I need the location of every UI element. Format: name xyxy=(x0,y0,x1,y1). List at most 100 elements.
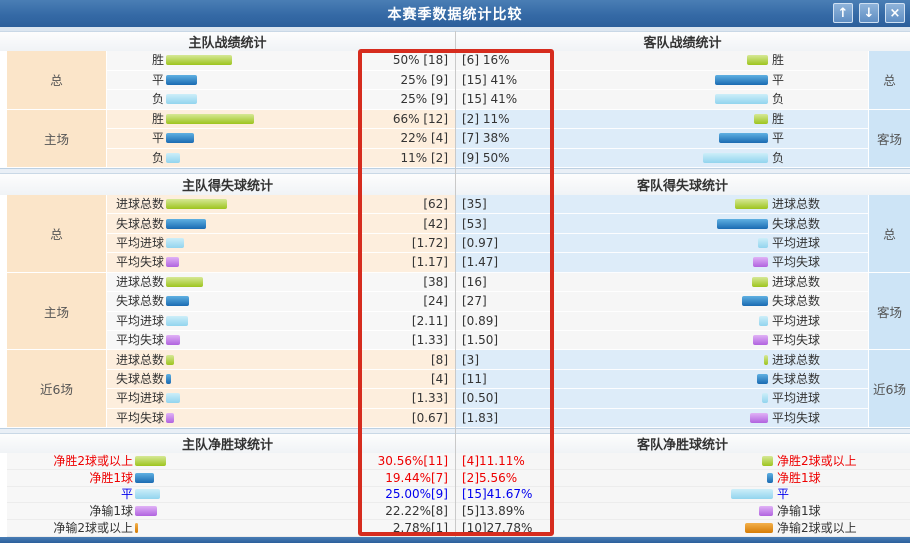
stat-value: [38] xyxy=(423,274,448,289)
blue-stat-bar xyxy=(166,74,197,85)
sky-stat-bar xyxy=(759,315,768,326)
green-stat-bar xyxy=(166,276,203,287)
group-label: 总 xyxy=(7,195,107,273)
stat-value: [1.17] xyxy=(411,255,448,270)
stat-value: [4] xyxy=(431,372,448,386)
close-icon: × xyxy=(889,5,901,21)
stat-row: 负 25% [9] xyxy=(107,90,455,110)
blue-stat-bar xyxy=(757,374,768,384)
green-stat-bar xyxy=(735,199,768,210)
blue-stat-bar xyxy=(742,296,768,307)
scroll-up-button[interactable]: ↑ xyxy=(833,3,853,23)
stat-row: [35] 进球总数 xyxy=(455,195,868,215)
blue-stat-bar xyxy=(135,472,154,483)
purple-stat-bar xyxy=(753,257,768,268)
stat-row: 平均失球 [1.33] xyxy=(107,330,455,351)
stat-value: [1.72] xyxy=(411,236,448,251)
green-stat-bar xyxy=(166,199,227,210)
stat-label: 失球总数 xyxy=(115,372,164,386)
group-label: 近6场 xyxy=(868,350,910,429)
home-group-column: 总主场 近6场 xyxy=(7,195,107,429)
stat-label: 平 xyxy=(777,487,790,502)
stat-row: [53] 失球总数 xyxy=(455,214,868,234)
stat-label: 胜 xyxy=(772,53,785,68)
stat-label: 失球总数 xyxy=(115,294,164,309)
stat-value: [0.97] xyxy=(462,236,499,251)
stat-value: [5]13.89% xyxy=(462,504,525,519)
stat-label: 负 xyxy=(772,150,785,165)
stat-value: 66% [12] xyxy=(392,111,448,126)
stat-label: 平均失球 xyxy=(772,333,821,348)
stat-label: 平 xyxy=(151,131,164,146)
stat-label: 胜 xyxy=(151,53,164,68)
sky-stat-bar xyxy=(166,238,184,249)
stat-row: [15]41.67% 平 xyxy=(455,486,910,504)
stat-label: 平 xyxy=(120,487,133,502)
stat-row: [16] 进球总数 xyxy=(455,272,868,293)
stat-label: 进球总数 xyxy=(772,197,821,212)
stat-row: 平均进球 [1.33] xyxy=(107,389,455,409)
stat-label: 平均失球 xyxy=(772,255,821,270)
sky-stat-bar xyxy=(758,238,768,249)
stat-label: 平均失球 xyxy=(115,410,164,425)
away-rows: [6] 16% 胜 [15] 41% 平 [15] 41% 负 [2] 11% 胜 [7] 38… xyxy=(455,51,868,168)
left-gutter xyxy=(0,51,7,168)
green-stat-bar xyxy=(166,113,254,124)
stat-label: 进球总数 xyxy=(115,352,164,367)
purple-stat-bar xyxy=(166,257,179,268)
stats-section: 主队得失球统计 客队得失球统计总主场 近6场 进球总数 [62] 失球总数 [42] 平均进球… xyxy=(0,168,910,429)
section-header-away: 客队得失球统计 xyxy=(636,179,728,194)
stat-value: [10]27.78% xyxy=(462,521,533,536)
stat-row: 净胜2球或以上 30.56%[11] xyxy=(7,453,455,470)
stat-value: [1.83] xyxy=(462,410,499,425)
purple-stat-bar xyxy=(750,412,768,423)
stat-value: [1.50] xyxy=(462,333,499,348)
stat-value: [4]11.11% xyxy=(462,453,525,468)
stat-label: 胜 xyxy=(151,111,164,126)
stat-row: [10]27.78% 净输2球或以上 xyxy=(455,520,910,537)
section-body: 总主场 近6场 进球总数 [62] 失球总数 [42] 平均进球 [1.72] 平均失球 [1.1… xyxy=(0,195,910,429)
group-label: 总 xyxy=(868,51,910,110)
sky-stat-bar xyxy=(166,393,180,404)
stat-row: 失球总数 [4] xyxy=(107,369,455,390)
stat-value: [15]41.67% xyxy=(462,487,533,502)
stat-label: 进球总数 xyxy=(115,197,164,212)
stat-label: 平均进球 xyxy=(115,313,164,328)
stat-row: 平 25% [9] xyxy=(107,70,455,90)
stat-row: 进球总数 [62] xyxy=(107,195,455,215)
stat-value: 22% [4] xyxy=(400,131,448,146)
stat-label: 失球总数 xyxy=(772,216,821,231)
sky-stat-bar xyxy=(135,489,160,500)
stat-row: [11] 失球总数 xyxy=(455,369,868,390)
stat-row: [4]11.11% 净胜2球或以上 xyxy=(455,453,910,470)
stat-value: [15] 41% xyxy=(462,92,518,107)
scroll-down-button[interactable]: ↓ xyxy=(859,3,879,23)
stat-label: 净输2球或以上 xyxy=(53,521,133,536)
titlebar-divider xyxy=(0,27,910,31)
stat-row: [5]13.89% 净输1球 xyxy=(455,503,910,521)
stat-value: [27] xyxy=(462,294,487,309)
stats-section: 主队战绩统计 客队战绩统计总主场胜 50% [18] 平 25% [9] 负 25% [9]… xyxy=(0,31,910,168)
orange-stat-bar xyxy=(135,523,138,534)
stat-label: 失球总数 xyxy=(772,294,821,309)
stat-label: 平 xyxy=(772,72,785,87)
stat-row: [9] 50% 负 xyxy=(455,148,868,168)
blue-stat-bar xyxy=(166,133,194,144)
green-stat-bar xyxy=(747,55,768,66)
stat-label: 净输2球或以上 xyxy=(777,521,857,536)
stat-value: [2] 11% xyxy=(462,111,510,126)
stat-label: 净胜2球或以上 xyxy=(777,453,857,468)
stat-label: 胜 xyxy=(772,111,785,126)
sky-stat-bar xyxy=(166,315,188,326)
stat-value: 30.56%[11] xyxy=(377,453,448,468)
stat-row: [3] 进球总数 xyxy=(455,350,868,370)
stat-value: [35] xyxy=(462,197,487,212)
close-button[interactable]: × xyxy=(885,3,905,23)
stat-label: 平均失球 xyxy=(115,333,164,348)
green-stat-bar xyxy=(166,55,232,66)
stat-label: 进球总数 xyxy=(115,274,164,289)
section-header-home: 主队净胜球统计 xyxy=(181,438,273,453)
stat-row: 胜 50% [18] xyxy=(107,51,455,71)
stat-row: 平均失球 [1.17] xyxy=(107,253,455,273)
green-stat-bar xyxy=(754,113,768,124)
